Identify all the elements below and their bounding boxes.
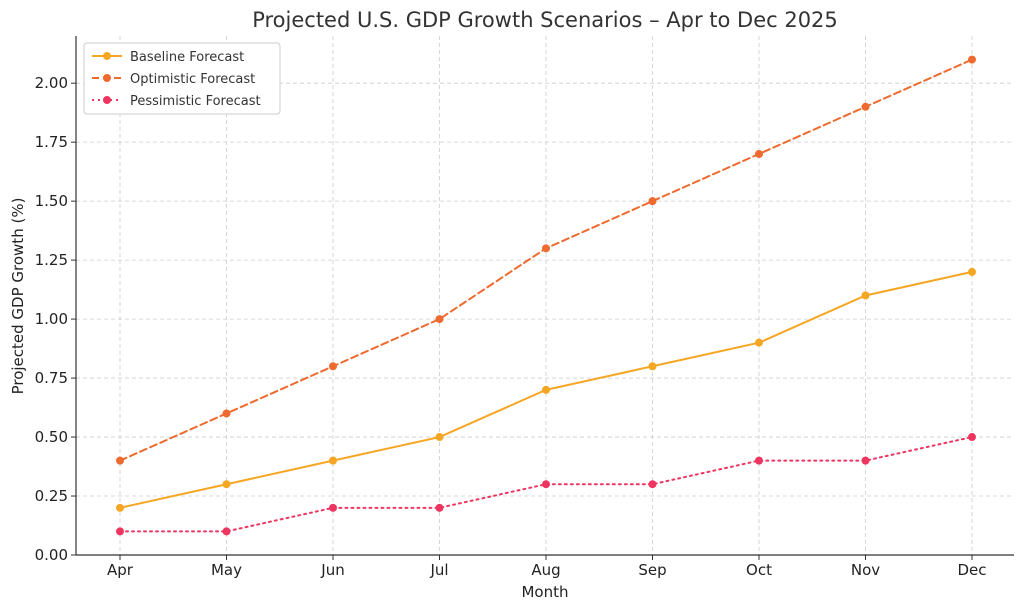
series-pessimistic-forecast bbox=[116, 433, 976, 536]
x-tick-label: Apr bbox=[107, 561, 134, 579]
x-tick-label: May bbox=[211, 561, 242, 579]
data-point bbox=[435, 503, 444, 512]
data-point bbox=[435, 433, 444, 442]
legend-label: Optimistic Forecast bbox=[130, 72, 255, 87]
data-point bbox=[968, 433, 976, 442]
x-tick-label: Nov bbox=[851, 561, 880, 579]
y-axis-label: Projected GDP Growth (%) bbox=[9, 198, 27, 395]
data-point bbox=[435, 315, 444, 324]
chart-title: Projected U.S. GDP Growth Scenarios – Ap… bbox=[252, 8, 838, 32]
series-baseline-forecast bbox=[116, 267, 976, 512]
y-tick-label: 2.00 bbox=[35, 74, 68, 92]
data-point bbox=[222, 480, 231, 489]
data-point bbox=[222, 409, 231, 418]
data-point bbox=[755, 456, 763, 465]
x-tick-label: Oct bbox=[746, 561, 772, 579]
x-tick-label: Aug bbox=[531, 561, 560, 579]
x-tick-label: Jun bbox=[320, 561, 344, 579]
x-tick-label: Jul bbox=[429, 561, 448, 579]
series-optimistic-forecast bbox=[116, 55, 976, 465]
x-ticks: Apr May Jun Jul Aug Sep Oct Nov Dec bbox=[107, 555, 987, 579]
data-point bbox=[222, 527, 231, 536]
data-point bbox=[116, 456, 124, 465]
y-ticks: 0.00 0.25 0.50 0.75 1.00 1.25 1.50 1.75 2.00 bbox=[35, 74, 76, 564]
data-point bbox=[861, 291, 870, 300]
data-point bbox=[755, 338, 763, 347]
legend-label: Baseline Forecast bbox=[130, 50, 244, 65]
data-point bbox=[329, 362, 337, 371]
data-point bbox=[648, 480, 657, 489]
y-tick-label: 0.50 bbox=[35, 428, 68, 446]
data-point bbox=[648, 362, 657, 371]
data-point bbox=[968, 267, 976, 276]
data-point bbox=[648, 197, 657, 206]
data-point bbox=[968, 55, 976, 64]
legend: Baseline Forecast Optimistic Forecast Pess… bbox=[83, 42, 281, 115]
data-point bbox=[329, 456, 337, 465]
y-tick-label: 1.25 bbox=[35, 251, 68, 269]
legend-swatch-marker bbox=[103, 52, 111, 60]
data-point bbox=[542, 385, 550, 394]
y-tick-label: 1.50 bbox=[35, 192, 68, 210]
legend-swatch-marker bbox=[103, 74, 111, 82]
data-point bbox=[755, 149, 763, 158]
legend-box bbox=[83, 42, 281, 115]
data-point bbox=[116, 503, 124, 512]
data-point bbox=[861, 102, 870, 111]
data-point bbox=[542, 244, 550, 253]
axes bbox=[75, 36, 1014, 556]
data-point bbox=[542, 480, 550, 489]
x-tick-label: Sep bbox=[638, 561, 666, 579]
data-point bbox=[116, 527, 124, 536]
y-tick-label: 0.00 bbox=[35, 546, 68, 564]
data-point bbox=[329, 503, 337, 512]
legend-swatch-marker bbox=[103, 96, 111, 104]
series bbox=[116, 55, 976, 536]
y-tick-label: 1.75 bbox=[35, 133, 68, 151]
data-point bbox=[861, 456, 870, 465]
x-axis-label: Month bbox=[521, 583, 568, 601]
x-tick-label: Dec bbox=[957, 561, 986, 579]
legend-label: Pessimistic Forecast bbox=[130, 94, 261, 109]
y-tick-label: 0.25 bbox=[35, 487, 68, 505]
y-tick-label: 0.75 bbox=[35, 369, 68, 387]
y-tick-label: 1.00 bbox=[35, 310, 68, 328]
